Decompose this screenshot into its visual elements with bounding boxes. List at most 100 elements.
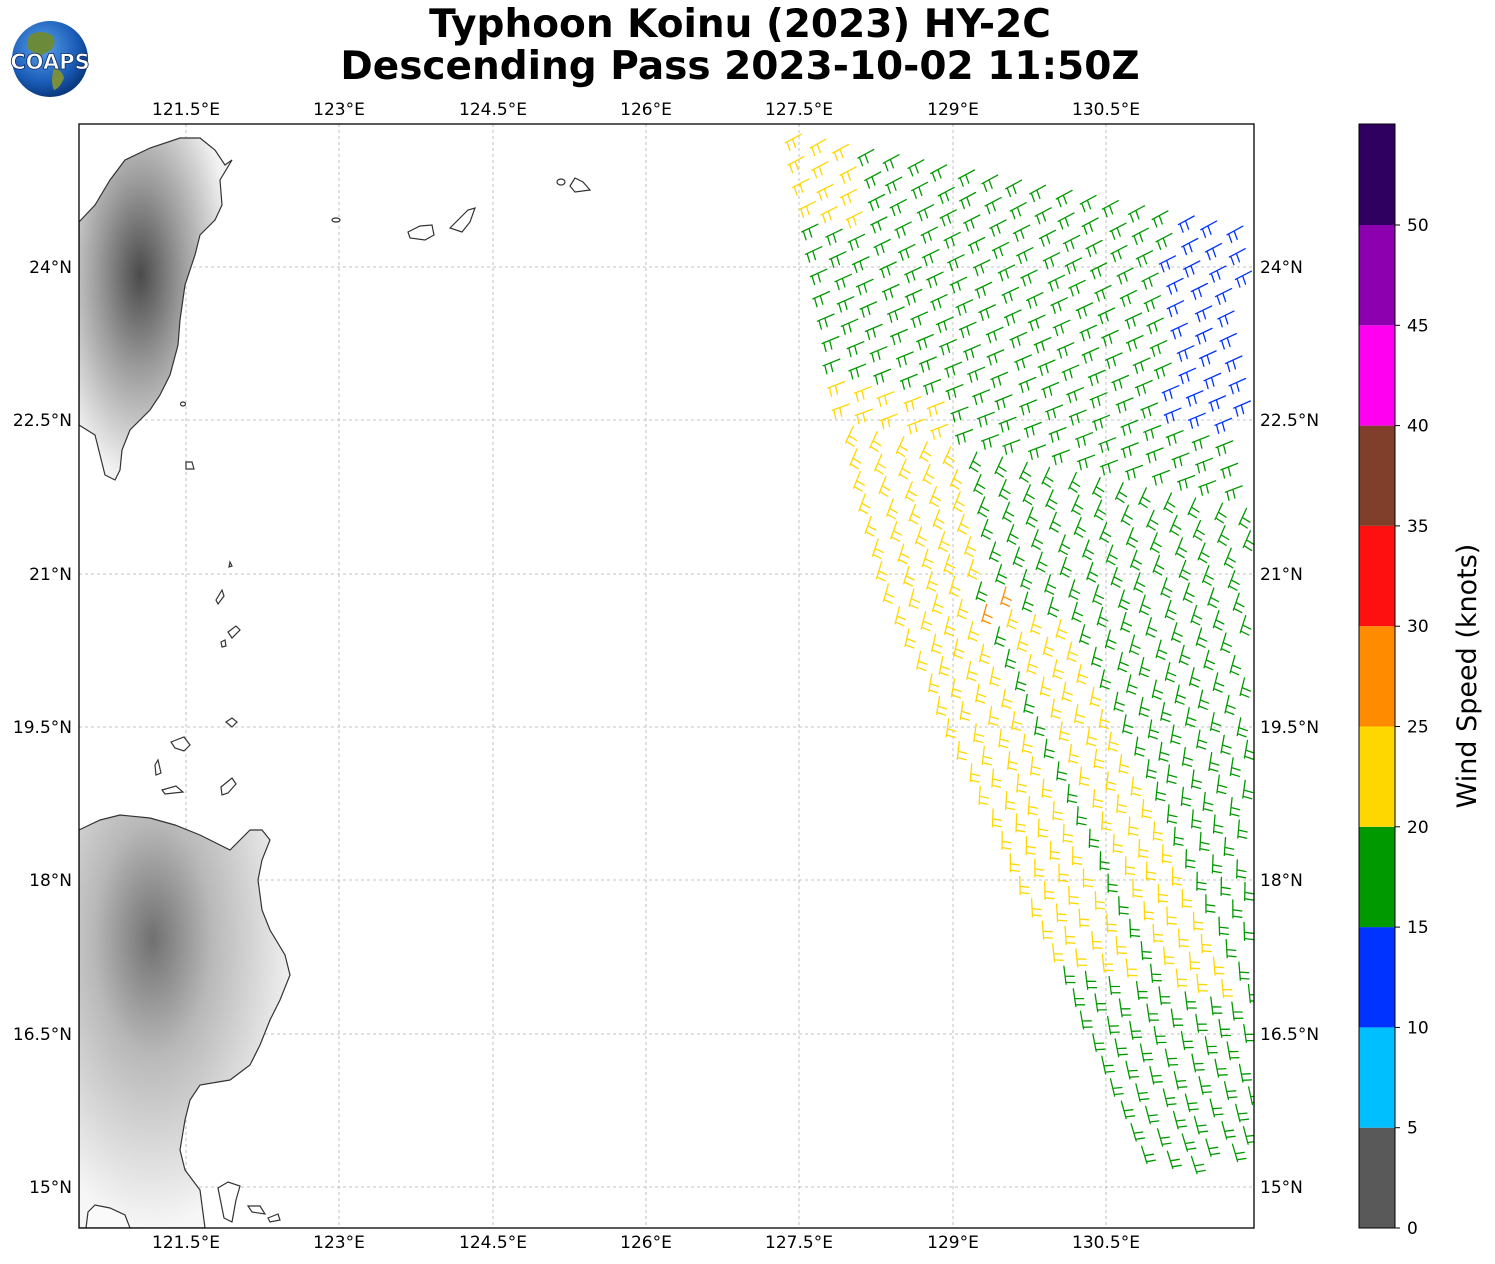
colorbar-tick-label: 20 [1407, 818, 1429, 838]
wind-barb [991, 241, 1010, 259]
wind-barb [1075, 432, 1094, 448]
wind-barb [1214, 502, 1227, 524]
wind-barb [895, 436, 908, 458]
svg-text:COAPS: COAPS [10, 50, 89, 74]
wind-barb [1086, 561, 1099, 583]
wind-barb [980, 518, 993, 540]
wind-barb [1099, 669, 1112, 690]
wind-barb [1190, 282, 1209, 300]
wind-barb [1081, 217, 1099, 235]
wind-barb [1205, 1138, 1221, 1157]
wind-barb [1171, 866, 1183, 886]
wind-barb [1170, 724, 1182, 745]
wind-barb [1203, 649, 1216, 671]
wind-barb [1001, 830, 1012, 851]
wind-barb [908, 588, 921, 609]
wind-barb [986, 349, 1005, 366]
wind-barb [943, 616, 956, 637]
wind-barb [963, 214, 981, 232]
wind-barb [1020, 569, 1033, 590]
lon-labels-bottom: 121.5°E 123°E 124.5°E 126°E 127.5°E 129°… [152, 1233, 1140, 1253]
wind-barb [1227, 570, 1240, 591]
wind-barb [1138, 656, 1151, 678]
colorbar-tick-label: 5 [1407, 1119, 1418, 1139]
wind-barb [1155, 781, 1167, 802]
wind-barb [910, 311, 929, 328]
wind-barb [1214, 287, 1233, 305]
luzon [79, 814, 291, 1228]
wind-barb [911, 181, 929, 199]
wind-barb [1101, 200, 1119, 218]
colorbar-segment [1359, 927, 1395, 1028]
gridlines [79, 124, 1254, 1228]
wind-barb [1145, 759, 1157, 779]
wind-barb [904, 266, 922, 284]
wind-barb [839, 188, 858, 206]
wind-barb [1109, 222, 1127, 240]
wind-barb [1238, 961, 1250, 981]
wind-barb [1076, 454, 1096, 471]
wind-barb [1126, 674, 1138, 695]
wind-barb [1239, 677, 1252, 698]
wind-barb [1158, 986, 1171, 1006]
wind-barb [1019, 461, 1032, 483]
colorbar-tick-label: 35 [1407, 517, 1429, 537]
wind-barb [903, 565, 915, 587]
colorbar-segment [1359, 726, 1395, 827]
wind-barb [1047, 596, 1060, 618]
wind-barb [1075, 948, 1088, 968]
colorbar: 0 5 10 15 20 25 30 35 40 45 50 Wind Speed (knots) [1358, 123, 1483, 1239]
wind-barb [1210, 996, 1223, 1016]
wind-barb [1217, 525, 1230, 546]
svg-text:15°N: 15°N [1260, 1178, 1303, 1198]
wind-barb [1131, 227, 1149, 245]
wind-barb [878, 476, 891, 497]
wind-barb [822, 358, 841, 375]
wind-barb [1220, 462, 1239, 479]
wind-barb [1125, 958, 1138, 978]
wind-barb [882, 154, 900, 172]
colorbar-tick-label: 40 [1407, 417, 1429, 437]
svg-text:127.5°E: 127.5°E [765, 1233, 833, 1253]
wind-barb [787, 156, 805, 174]
wind-barb [1021, 733, 1033, 754]
lat-labels-left: 24°N 22.5°N 21°N 19.5°N 18°N 16.5°N 15°N [13, 258, 72, 1198]
wind-barb [1106, 1015, 1120, 1035]
wind-barb [1220, 632, 1232, 654]
wind-barb [1243, 921, 1254, 941]
wind-barb [1216, 774, 1228, 795]
wind-barb [1239, 615, 1252, 636]
wind-barb [1138, 696, 1150, 718]
wind-barb [930, 423, 949, 440]
wind-barb [825, 228, 843, 246]
wind-barb [1114, 482, 1128, 504]
wind-barb [1147, 719, 1160, 740]
wind-barb [1236, 717, 1248, 738]
wind-barb [1220, 876, 1231, 897]
wind-barb [1145, 617, 1158, 638]
wind-barb [930, 294, 948, 311]
wind-barb [1208, 395, 1227, 412]
wind-barb [989, 666, 1001, 687]
wind-barb [958, 321, 977, 339]
wind-barb [952, 491, 965, 513]
wind-barb [977, 496, 990, 518]
wind-barb [1185, 390, 1204, 407]
wind-barb [1188, 667, 1201, 688]
wind-barb [1038, 229, 1057, 247]
svg-text:129°E: 129°E [927, 1233, 979, 1253]
wind-barb [967, 558, 980, 580]
wind-barb [1125, 334, 1144, 352]
wind-barb [1180, 1031, 1194, 1051]
wind-barb [1055, 619, 1068, 640]
wind-barb [1094, 891, 1106, 911]
wind-barb [1149, 532, 1162, 554]
wind-barb [1075, 302, 1094, 320]
wind-barb [1034, 858, 1045, 878]
wind-barb [967, 366, 986, 383]
wind-barb [1138, 838, 1149, 859]
wind-barb [1195, 327, 1213, 345]
wind-barb [1118, 896, 1129, 916]
wind-barb [894, 221, 912, 239]
